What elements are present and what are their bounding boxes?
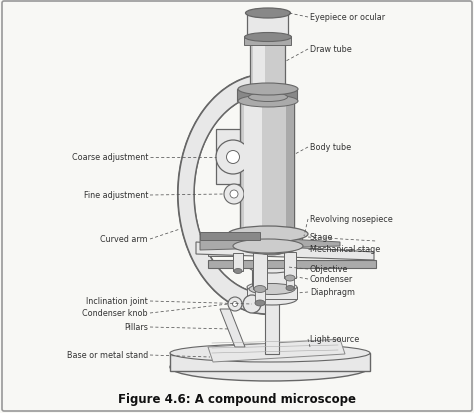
Bar: [247, 14, 288, 42]
Ellipse shape: [286, 286, 294, 291]
Text: Curved arm: Curved arm: [100, 235, 148, 244]
Text: Body tube: Body tube: [310, 143, 351, 152]
Text: Diaphragm: Diaphragm: [310, 288, 355, 297]
Ellipse shape: [170, 353, 370, 381]
Polygon shape: [220, 309, 245, 347]
Ellipse shape: [224, 185, 244, 204]
Ellipse shape: [246, 9, 291, 19]
Polygon shape: [200, 235, 340, 250]
Ellipse shape: [241, 90, 295, 100]
Text: Objective: Objective: [310, 265, 348, 274]
Bar: [253, 252, 267, 289]
Bar: [255, 289, 265, 303]
Ellipse shape: [258, 245, 286, 255]
Ellipse shape: [227, 151, 239, 164]
Text: Base or metal stand: Base or metal stand: [67, 351, 148, 360]
Bar: [265, 289, 279, 354]
Polygon shape: [178, 75, 268, 314]
Bar: [208, 260, 376, 268]
Text: Light source: Light source: [310, 335, 359, 344]
Text: Figure 4.6: A compound microscope: Figure 4.6: A compound microscope: [118, 392, 356, 406]
Bar: [247, 287, 297, 299]
Ellipse shape: [170, 344, 370, 362]
Bar: [284, 252, 296, 278]
Bar: [250, 38, 285, 98]
Ellipse shape: [230, 190, 238, 199]
Bar: [244, 38, 291, 46]
Bar: [216, 130, 250, 185]
Text: Condenser knob: Condenser knob: [82, 309, 148, 318]
Text: Stage: Stage: [310, 233, 333, 242]
Ellipse shape: [249, 284, 295, 295]
Text: Mechanical stage: Mechanical stage: [310, 245, 380, 254]
Ellipse shape: [228, 297, 242, 311]
Polygon shape: [208, 339, 345, 362]
Ellipse shape: [228, 226, 308, 242]
Text: Eyepiece or ocular: Eyepiece or ocular: [310, 14, 385, 22]
Bar: [253, 40, 265, 96]
Bar: [170, 353, 370, 371]
Ellipse shape: [216, 141, 250, 175]
Text: Fine adjustment: Fine adjustment: [83, 191, 148, 200]
Bar: [232, 235, 302, 247]
Text: Pillars: Pillars: [124, 323, 148, 332]
Bar: [244, 97, 262, 247]
Ellipse shape: [247, 293, 297, 305]
Ellipse shape: [238, 84, 298, 96]
Ellipse shape: [241, 244, 295, 254]
Bar: [252, 267, 292, 289]
Text: Draw tube: Draw tube: [310, 45, 352, 55]
Ellipse shape: [248, 93, 288, 102]
Bar: [286, 278, 294, 288]
Ellipse shape: [234, 269, 242, 274]
Ellipse shape: [238, 96, 298, 108]
Bar: [233, 254, 243, 271]
Ellipse shape: [249, 261, 295, 273]
Ellipse shape: [254, 286, 266, 293]
Ellipse shape: [255, 300, 265, 306]
Ellipse shape: [245, 33, 292, 43]
Ellipse shape: [285, 275, 295, 281]
Polygon shape: [196, 242, 374, 260]
Ellipse shape: [247, 282, 297, 292]
Text: Inclination joint: Inclination joint: [86, 297, 148, 306]
Text: Revolving nosepiece: Revolving nosepiece: [310, 215, 393, 224]
Bar: [237, 90, 297, 102]
Bar: [208, 238, 238, 256]
Bar: [240, 95, 294, 249]
Ellipse shape: [247, 38, 289, 46]
Ellipse shape: [243, 295, 261, 313]
Bar: [200, 233, 260, 240]
Ellipse shape: [233, 240, 303, 254]
Ellipse shape: [233, 302, 237, 307]
Text: Condenser: Condenser: [310, 275, 353, 284]
Text: Coarse adjustment: Coarse adjustment: [72, 153, 148, 162]
Bar: [286, 95, 294, 249]
